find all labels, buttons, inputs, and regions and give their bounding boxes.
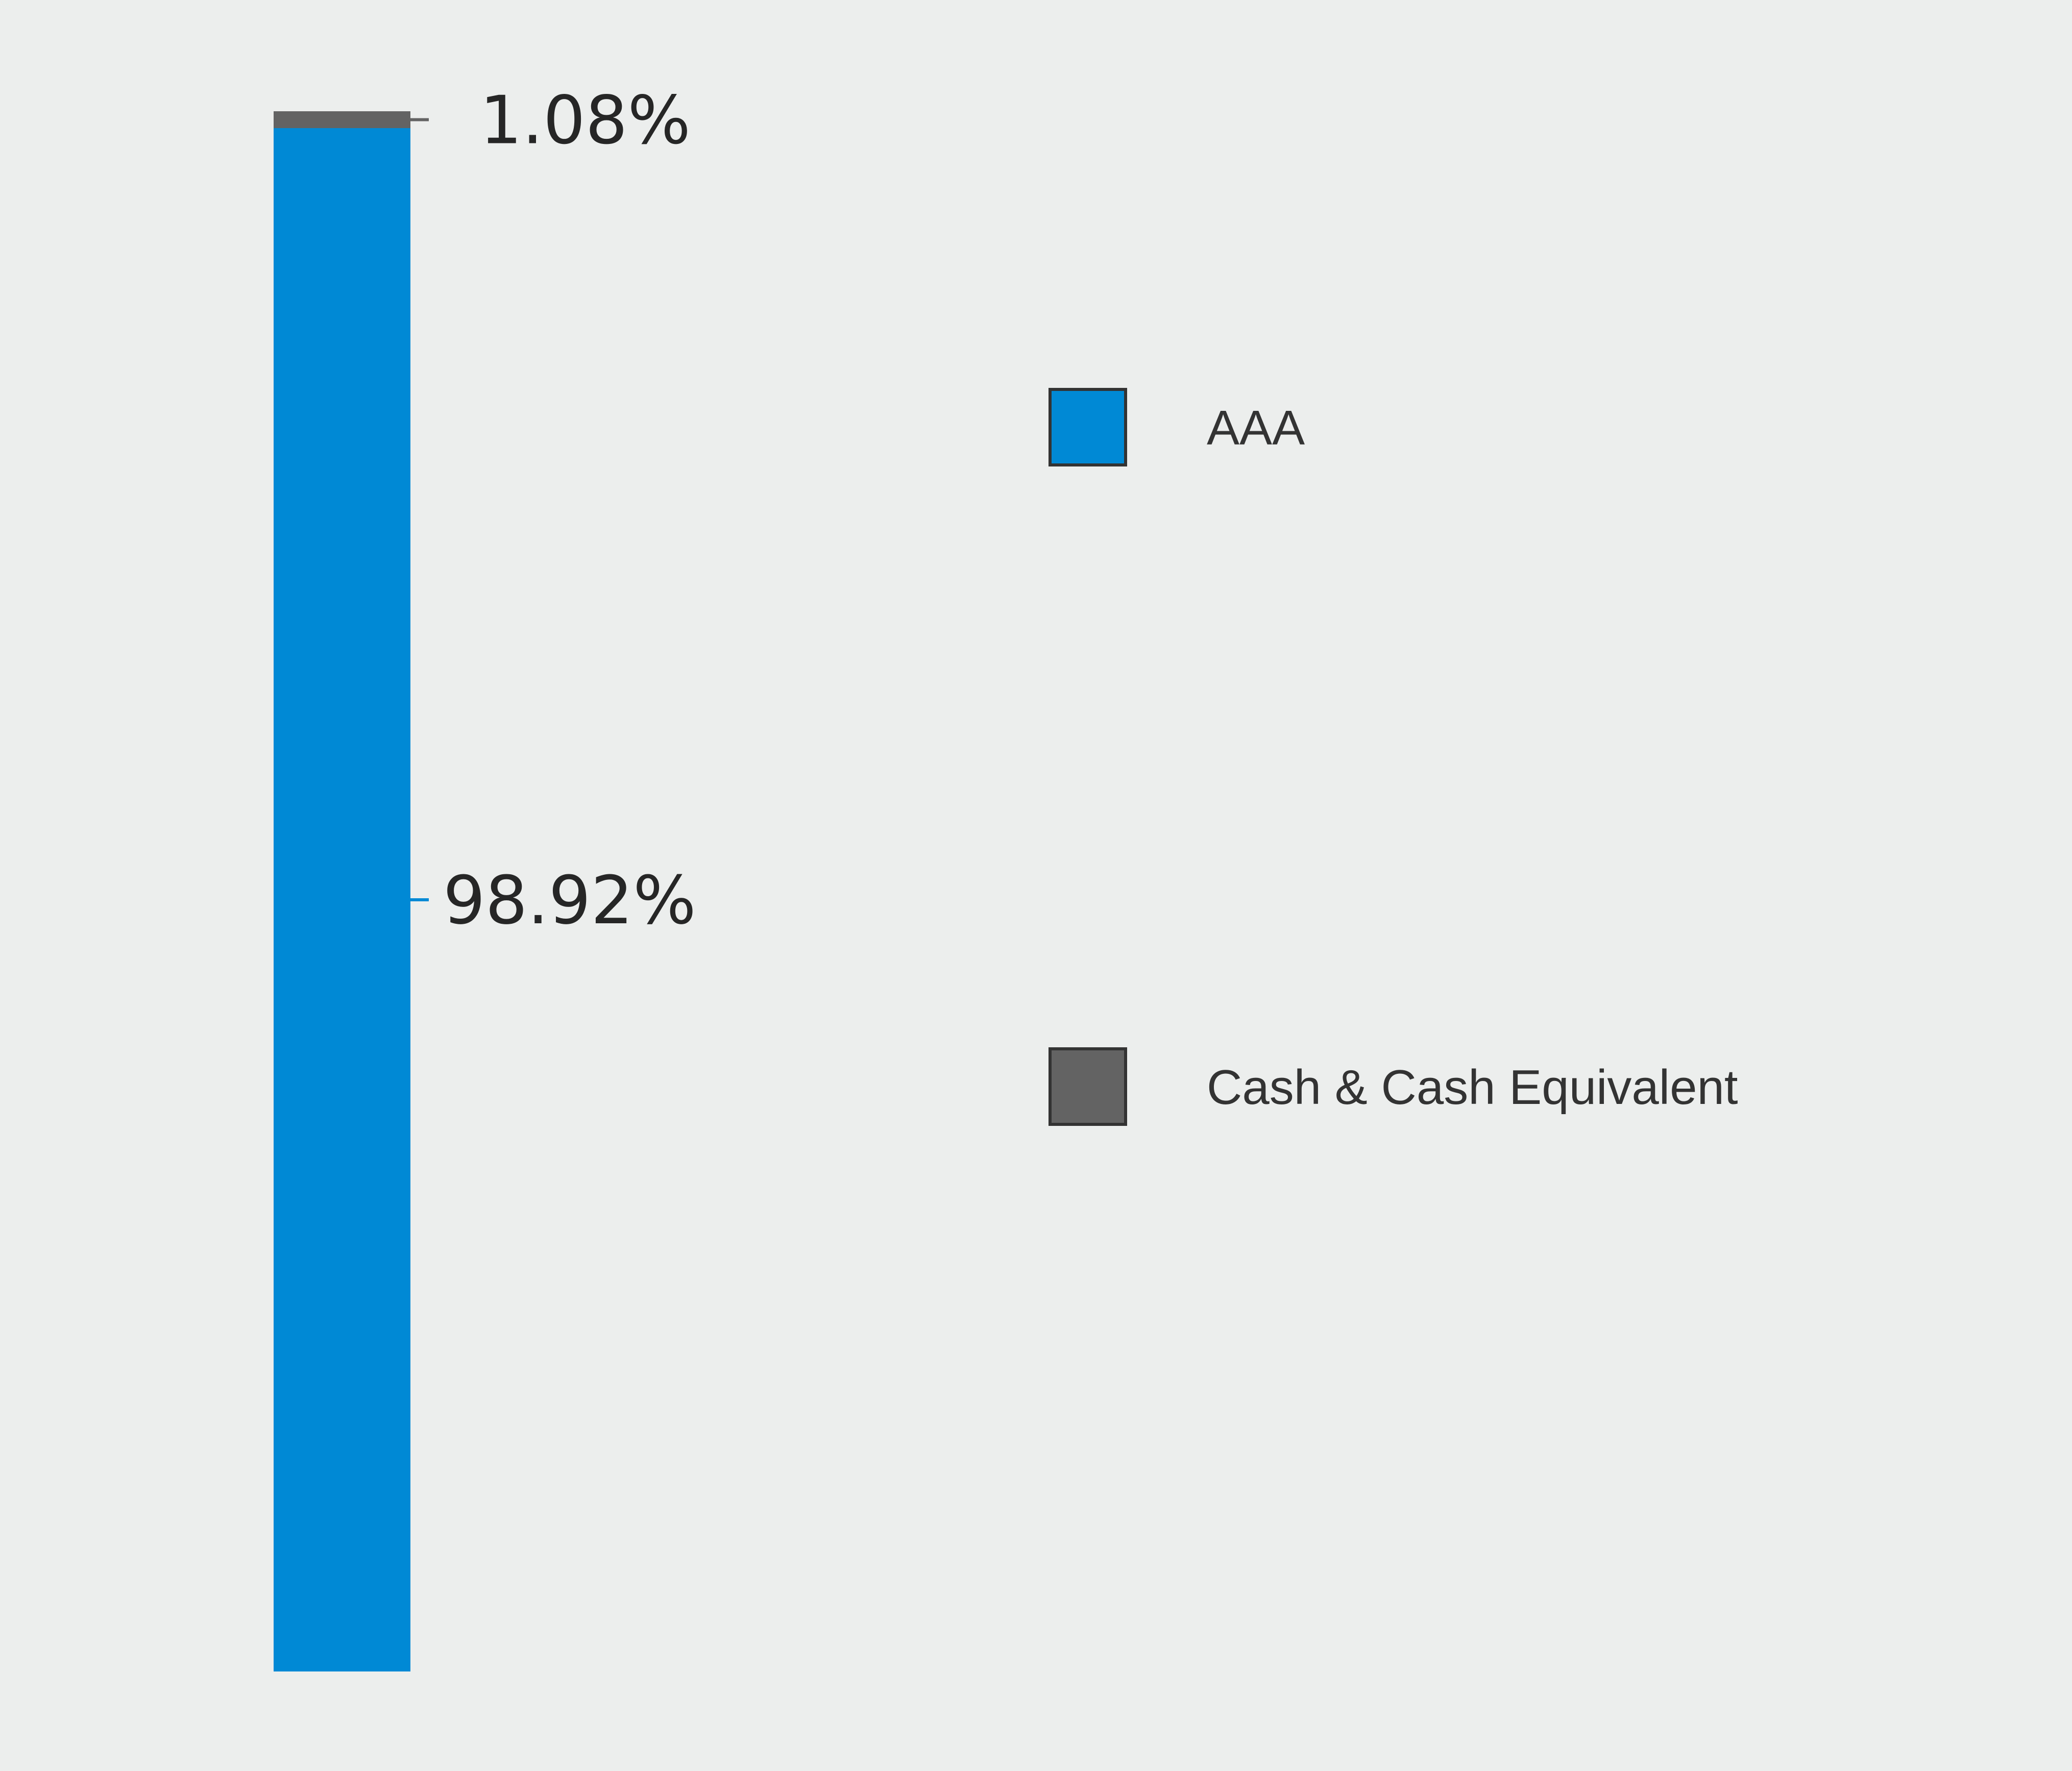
legend-label-cash-cash-equivalent: Cash & Cash Equivalent — [1207, 1060, 1738, 1115]
legend-swatch-aaa — [1049, 388, 1127, 466]
data-labels: 98.92% 1.08% — [410, 82, 696, 939]
bar-segment-cash-cash-equivalent — [274, 111, 410, 129]
legend-swatch-cash-cash-equivalent — [1049, 1047, 1127, 1126]
legend-label-aaa: AAA — [1207, 401, 1305, 455]
bar-segments — [274, 111, 410, 1671]
legend: AAA Cash & Cash Equivalent — [1049, 388, 1738, 1126]
bar-segment-aaa — [274, 128, 410, 1671]
data-label-aaa: 98.92% — [443, 862, 696, 939]
data-label-cash-cash-equivalent: 1.08% — [480, 82, 691, 159]
